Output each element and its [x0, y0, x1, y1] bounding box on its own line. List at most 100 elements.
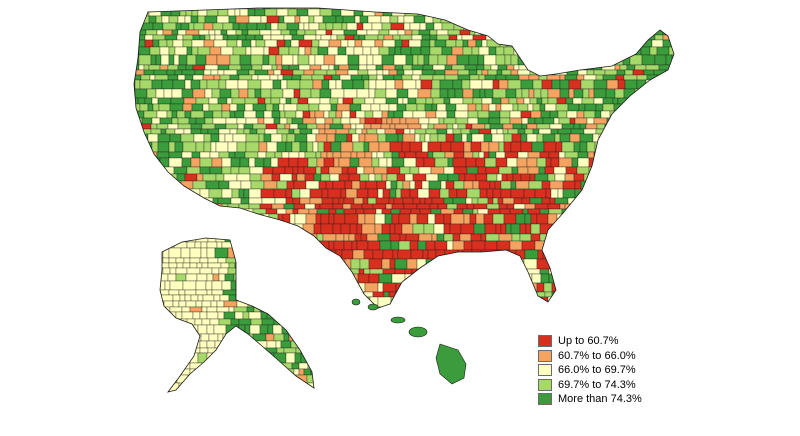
county-cell	[292, 208, 299, 215]
county-cell	[280, 29, 291, 36]
county-cell	[423, 157, 436, 168]
county-cell	[303, 22, 310, 31]
county-cell	[624, 69, 634, 76]
county-cell	[179, 294, 186, 302]
county-cell	[621, 233, 635, 242]
county-cell	[489, 8, 502, 10]
county-cell	[147, 197, 156, 205]
county-cell	[265, 22, 272, 31]
county-cell	[415, 157, 425, 168]
county-cell	[650, 133, 660, 143]
county-cell	[300, 273, 314, 282]
county-cell	[310, 88, 321, 99]
county-cell	[184, 74, 194, 81]
county-cell	[294, 324, 302, 335]
county-cell	[227, 368, 242, 376]
county-cell	[623, 103, 632, 112]
county-cell	[192, 74, 204, 81]
county-cell	[528, 180, 543, 190]
county-cell	[238, 22, 248, 31]
legend-swatch	[538, 349, 552, 362]
county-cell	[222, 22, 234, 31]
county-cell	[374, 88, 387, 99]
county-cell	[672, 123, 674, 130]
county-cell	[469, 128, 480, 135]
county-cell	[144, 258, 151, 270]
county-cell	[671, 223, 674, 235]
county-cell	[659, 213, 672, 225]
county-cell	[568, 268, 575, 275]
county-cell	[306, 123, 318, 130]
county-cell	[367, 240, 381, 251]
county-cell	[614, 88, 625, 99]
county-cell	[420, 46, 431, 56]
county-cell	[266, 15, 280, 24]
county-cell	[266, 238, 275, 243]
county-cell	[534, 117, 544, 125]
county-cell	[383, 34, 394, 41]
county-cell	[218, 267, 229, 275]
county-cell	[139, 103, 149, 112]
county-cell	[151, 240, 160, 251]
county-cell	[668, 203, 674, 210]
county-cell	[579, 141, 588, 153]
legend-label: 60.7% to 66.0%	[558, 349, 636, 362]
county-cell	[171, 333, 181, 342]
county-cell	[492, 88, 507, 99]
county-cell	[491, 97, 502, 105]
county-cell	[499, 208, 511, 215]
county-cell	[293, 311, 305, 320]
county-cell	[307, 291, 319, 298]
county-cell	[218, 128, 231, 135]
county-cell	[160, 273, 169, 282]
county-cell	[264, 8, 278, 17]
county-cell	[270, 247, 283, 259]
county-cell	[168, 257, 177, 264]
county-cell	[554, 258, 566, 270]
county-cell	[394, 223, 403, 235]
county-cell	[591, 34, 599, 41]
county-cell	[381, 110, 389, 119]
county-cell	[624, 79, 638, 90]
county-cell	[506, 64, 515, 71]
county-cell	[209, 8, 217, 10]
county-cell	[653, 188, 661, 199]
county-cell	[531, 273, 542, 284]
county-cell	[531, 64, 541, 71]
county-cell	[346, 22, 358, 31]
county-cell	[280, 79, 288, 90]
county-cell	[529, 291, 538, 298]
county-cell	[149, 258, 160, 270]
county-cell	[448, 188, 458, 199]
county-cell	[539, 223, 553, 235]
county-cell	[394, 64, 404, 71]
county-cell	[265, 296, 280, 308]
county-cell	[261, 289, 270, 296]
county-cell	[164, 34, 178, 41]
county-cell	[661, 8, 671, 17]
county-cell	[573, 123, 581, 130]
county-cell	[348, 128, 357, 135]
county-cell	[604, 8, 619, 17]
county-cell	[298, 362, 309, 370]
county-cell	[512, 273, 521, 284]
county-cell	[244, 340, 257, 349]
county-cell	[204, 117, 214, 125]
county-cell	[459, 291, 467, 298]
county-cell	[668, 128, 674, 135]
county-cell	[316, 392, 324, 399]
county-cell	[293, 180, 307, 190]
county-cell	[299, 282, 313, 293]
county-cell	[191, 324, 199, 335]
county-cell	[453, 268, 467, 275]
county-cell	[334, 54, 349, 66]
county-cell	[422, 8, 431, 10]
county-cell	[287, 280, 297, 291]
county-cell	[442, 273, 456, 284]
county-cell	[449, 15, 464, 24]
county-cell	[478, 128, 492, 135]
county-cell	[256, 267, 265, 275]
county-cell	[229, 110, 236, 119]
county-cell	[134, 268, 138, 275]
county-cell	[160, 362, 166, 370]
